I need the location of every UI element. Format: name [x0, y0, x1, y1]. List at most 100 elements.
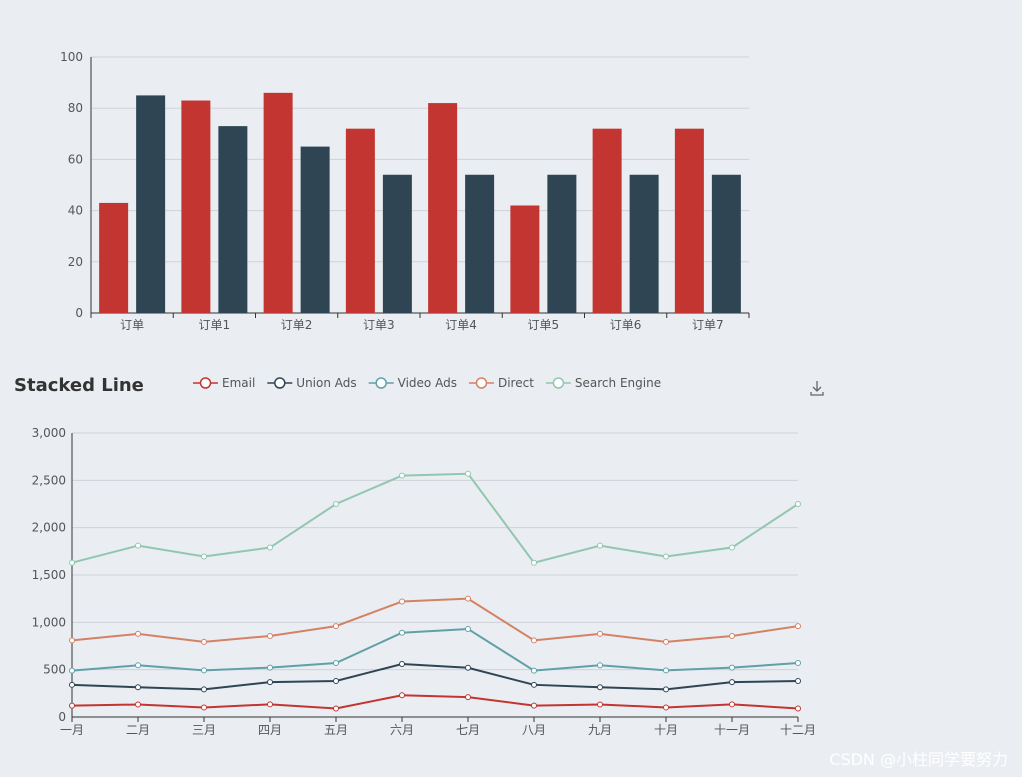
legend-marker — [552, 377, 565, 389]
legend-label: Search Engine — [575, 376, 661, 390]
bar — [345, 128, 375, 313]
data-point — [201, 638, 207, 645]
data-point — [399, 692, 405, 699]
data-point — [597, 684, 603, 691]
data-point — [795, 623, 801, 630]
x-tick-label: 订单2 — [281, 318, 313, 332]
bar — [629, 174, 659, 313]
data-point — [465, 625, 471, 632]
x-tick-label: 订单3 — [363, 318, 395, 332]
bar — [592, 128, 622, 313]
data-point — [135, 684, 141, 691]
data-point — [531, 637, 537, 644]
y-tick-label: 1,500 — [32, 568, 66, 582]
x-tick-label: 十一月 — [714, 723, 750, 737]
data-point — [267, 664, 273, 671]
data-point — [729, 701, 735, 708]
data-point — [399, 598, 405, 605]
data-point — [795, 705, 801, 712]
data-point — [597, 701, 603, 708]
data-point — [795, 660, 801, 667]
data-point — [729, 679, 735, 686]
series-line — [71, 627, 799, 672]
y-tick-label: 60 — [68, 152, 83, 166]
data-point — [729, 664, 735, 671]
bar — [136, 95, 166, 314]
x-tick-label: 五月 — [324, 723, 348, 737]
data-point — [531, 667, 537, 674]
data-point — [531, 681, 537, 688]
bar — [382, 174, 412, 313]
data-point — [795, 501, 801, 507]
bar — [300, 146, 330, 313]
data-point — [135, 662, 141, 669]
bar-chart: 0 20 40 60 80 100 订单 订单1 订单2 订单3 订单4 订单5 订单6 订单7 — [60, 50, 750, 332]
data-point — [399, 629, 405, 636]
x-tick-label: 二月 — [126, 723, 150, 737]
x-tick-label: 十二月 — [780, 723, 816, 737]
bar — [181, 100, 211, 314]
legend-label: Email — [222, 376, 255, 390]
y-tick-label: 1,000 — [32, 615, 66, 629]
legend-label: Union Ads — [296, 376, 356, 390]
series-line — [71, 662, 799, 691]
y-tick-label: 0 — [58, 710, 66, 724]
x-tick-label: 九月 — [588, 723, 612, 737]
y-tick-label: 0 — [75, 306, 83, 320]
bar — [510, 205, 540, 313]
data-point — [333, 501, 339, 507]
data-point — [465, 694, 471, 701]
x-tick-label: 订单 — [120, 318, 144, 332]
chart-title: Stacked Line — [14, 375, 144, 396]
legend-marker — [199, 377, 212, 389]
x-tick-label: 十月 — [654, 723, 678, 737]
bar — [674, 128, 704, 313]
data-point — [729, 544, 735, 551]
data-point — [663, 667, 669, 674]
data-point — [597, 542, 603, 549]
legend-marker — [375, 377, 387, 389]
data-point — [135, 630, 141, 637]
data-point — [267, 679, 273, 686]
data-point — [69, 637, 75, 644]
x-tick-label: 八月 — [522, 723, 546, 737]
data-point — [465, 595, 471, 602]
data-point — [465, 470, 471, 477]
series-line — [71, 694, 799, 710]
download-icon[interactable] — [810, 381, 824, 396]
bar — [263, 92, 293, 313]
data-point — [663, 638, 669, 645]
data-point — [69, 559, 75, 566]
data-point — [597, 630, 603, 637]
y-tick-label: 3,000 — [32, 426, 66, 440]
data-point — [333, 705, 339, 712]
x-tick-label: 订单6 — [610, 318, 642, 332]
data-point — [69, 681, 75, 688]
data-point — [399, 660, 405, 667]
data-point — [201, 704, 207, 711]
data-point — [597, 662, 603, 669]
data-point — [465, 664, 471, 671]
x-tick-label: 六月 — [390, 723, 414, 737]
x-tick-label: 订单7 — [692, 318, 724, 332]
legend[interactable]: Email Union Ads Video Ads Direct Search Engi… — [193, 376, 661, 390]
data-point — [333, 623, 339, 630]
data-point — [267, 544, 273, 551]
y-tick-label: 2,000 — [32, 521, 66, 535]
bar — [218, 126, 248, 314]
bar — [547, 174, 577, 313]
data-point — [201, 553, 207, 560]
data-point — [135, 542, 141, 549]
legend-marker — [475, 377, 488, 389]
series-line — [71, 597, 799, 643]
series-line — [71, 472, 799, 564]
legend-label: Direct — [498, 376, 534, 390]
x-tick-label: 订单5 — [528, 318, 560, 332]
data-point — [267, 632, 273, 639]
y-tick-label: 500 — [43, 663, 66, 677]
y-tick-label: 100 — [60, 50, 83, 64]
data-point — [135, 701, 141, 708]
data-point — [531, 559, 537, 566]
watermark: CSDN @小柱同学要努力 — [829, 750, 1008, 769]
